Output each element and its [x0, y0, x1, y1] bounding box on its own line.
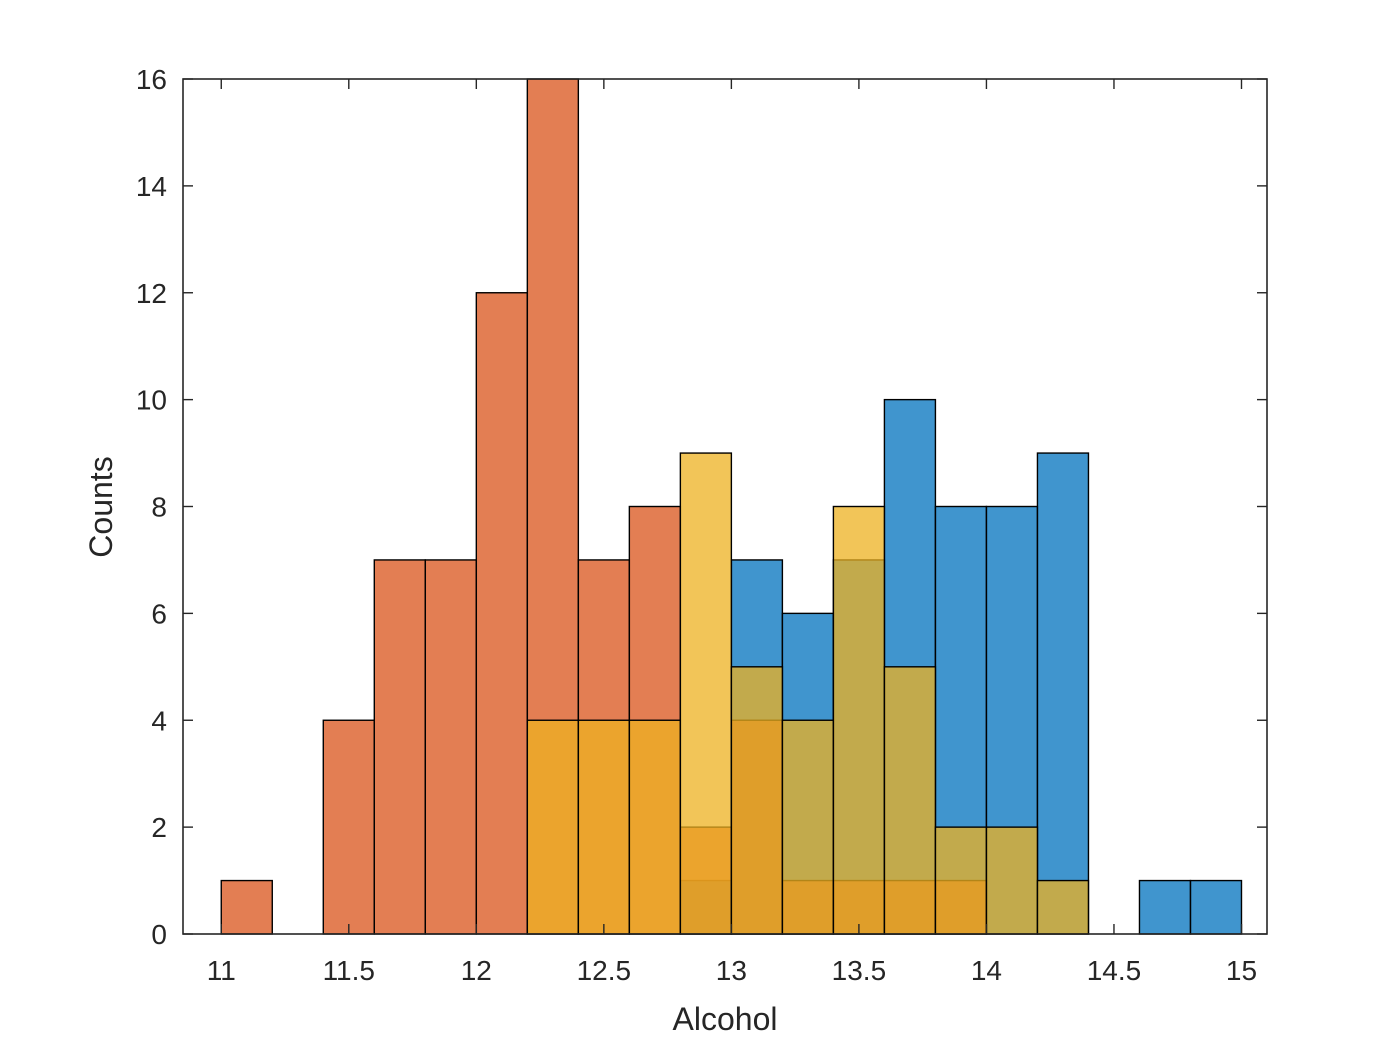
x-tick-label: 15	[1226, 955, 1257, 986]
histogram-bar-series-2-bin-5	[781, 719, 835, 935]
y-tick-label: 14	[136, 171, 167, 202]
x-tick-label: 13.5	[832, 955, 887, 986]
tick-labels-layer: 11 11.5 12 12.5 13 13.5 14 14.5 15 0 2 4 6 8 10 12 14 16	[136, 64, 1257, 986]
histogram-bar-series-2-bin-2	[628, 719, 682, 935]
histogram-bar-series-2-bin-9	[985, 826, 1039, 935]
y-tick-label: 10	[136, 385, 167, 416]
histogram-bar-series-2-bin-3	[679, 452, 733, 935]
axes-box	[182, 78, 1268, 935]
histogram-bar-series-1-bin-0	[220, 879, 273, 935]
histogram-bar-series-2-bin-10	[1036, 879, 1090, 935]
x-tick-label: 14	[971, 955, 1002, 986]
histogram-bar-series-2-bin-0	[526, 719, 580, 935]
y-axis-title: Counts	[83, 456, 119, 557]
histogram-bar-series-0-bin-9	[1189, 879, 1243, 935]
x-tick-label: 11	[207, 955, 236, 986]
y-tick-label: 4	[151, 705, 167, 736]
histogram-bar-series-2-bin-1	[577, 719, 631, 935]
histogram-bar-series-1-bin-3	[424, 559, 478, 935]
x-axis-title: Alcohol	[673, 1001, 778, 1037]
histogram-bar-series-2-bin-4	[730, 666, 784, 935]
y-tick-label: 6	[151, 598, 167, 629]
bars-layer	[220, 78, 1243, 935]
x-tick-label: 13	[716, 955, 747, 986]
x-tick-label: 12.5	[577, 955, 632, 986]
y-tick-label: 12	[136, 278, 167, 309]
histogram-bar-series-2-bin-8	[934, 826, 988, 935]
x-tick-label: 12	[461, 955, 492, 986]
histogram-bar-series-2-bin-6	[832, 505, 886, 935]
y-tick-label: 16	[136, 64, 167, 95]
y-tick-label: 0	[151, 919, 167, 950]
histogram-bar-series-2-bin-7	[883, 666, 937, 935]
histogram-bar-series-1-bin-2	[373, 559, 427, 935]
histogram-bar-series-1-bin-4	[475, 292, 529, 935]
histogram-bar-series-0-bin-8	[1138, 879, 1192, 935]
histogram-bar-series-1-bin-1	[322, 719, 375, 935]
y-tick-label: 8	[151, 492, 167, 523]
histogram-bar-series-0-bin-7	[1036, 452, 1090, 935]
y-tick-label: 2	[151, 812, 167, 843]
x-tick-label: 14.5	[1087, 955, 1142, 986]
x-tick-label: 11.5	[323, 955, 375, 986]
